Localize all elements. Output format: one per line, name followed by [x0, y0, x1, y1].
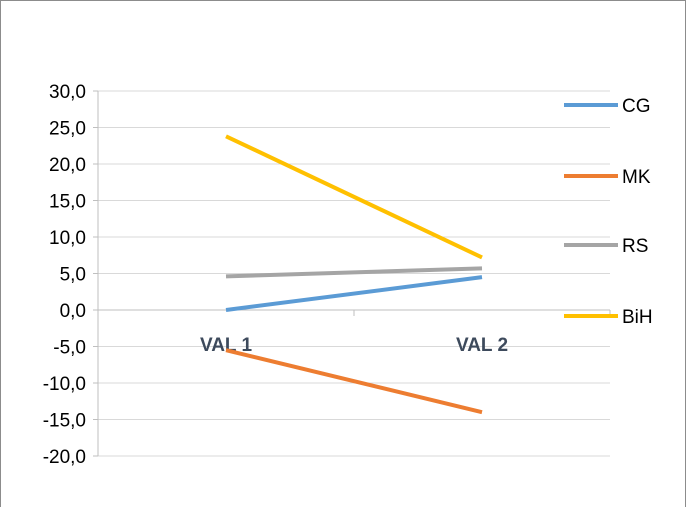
x-category-label: VAL 2 [456, 335, 508, 356]
y-tick-label: 30,0 [49, 82, 86, 103]
x-category-label: VAL 1 [200, 335, 253, 356]
legend-label-cg: CG [622, 96, 651, 117]
y-tick-label: 0,0 [60, 301, 86, 322]
legend-label-bih: BiH [622, 307, 653, 328]
series-line-rs [225, 266, 483, 279]
y-tick-label: 10,0 [49, 228, 86, 249]
y-tick-label: -20,0 [43, 447, 86, 468]
series-lines [225, 134, 483, 415]
legend: CG MK RS BiH [564, 96, 653, 328]
series-line-mk [225, 348, 483, 415]
series-line-bih [225, 134, 483, 260]
y-tick-label: -10,0 [43, 374, 86, 395]
legend-label-mk: MK [622, 167, 651, 188]
legend-label-rs: RS [622, 236, 648, 257]
y-tick-label: 15,0 [49, 192, 86, 213]
y-tick-label: 25,0 [49, 119, 86, 140]
y-axis-tick-labels: 30,0 25,0 20,0 15,0 10,0 5,0 0,0 -5,0 -10,0 -15,0… [43, 82, 86, 468]
y-tick-label: 5,0 [60, 265, 86, 286]
y-tick-label: 20,0 [49, 155, 86, 176]
x-axis-category-labels: VAL 1 VAL 2 [200, 335, 508, 356]
y-tick-label: -15,0 [43, 411, 86, 432]
axes [93, 90, 611, 457]
series-line-cg [225, 275, 483, 312]
y-tick-label: -5,0 [53, 338, 86, 359]
